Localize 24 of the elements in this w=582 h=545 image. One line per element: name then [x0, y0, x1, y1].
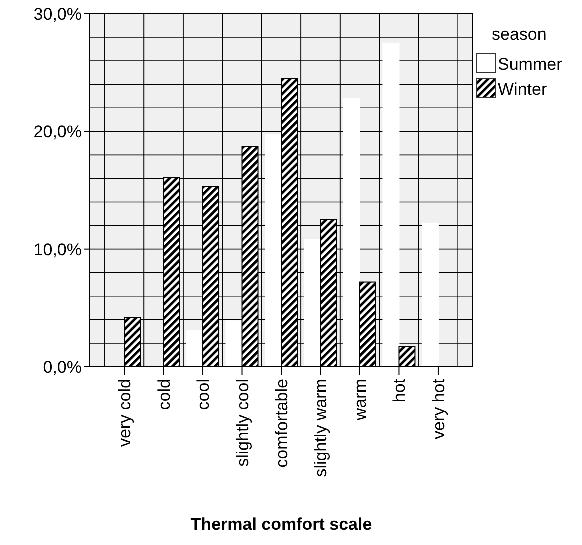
- bar: [343, 98, 360, 368]
- legend-label: Winter: [498, 80, 548, 99]
- bar: [382, 42, 400, 368]
- legend-title: season: [492, 25, 547, 44]
- bar: [304, 239, 322, 368]
- x-tick-label: cold: [154, 379, 174, 410]
- x-tick-label: slightly cool: [233, 379, 252, 467]
- y-tick-label: 30,0%: [34, 4, 82, 24]
- x-tick-label: hot: [390, 378, 410, 403]
- legend-label: Summer: [498, 55, 563, 74]
- x-tick-label: slightly warm: [312, 379, 331, 478]
- bar: [186, 330, 204, 368]
- y-tick-label: 20,0%: [34, 122, 82, 142]
- y-tick-label: 0,0%: [43, 358, 82, 377]
- x-axis-title: Thermal comfort scale: [190, 515, 372, 534]
- bar: [422, 222, 439, 368]
- bar: [265, 134, 282, 368]
- y-tick-label: 10,0%: [34, 240, 82, 260]
- x-tick-label: comfortable: [272, 379, 292, 468]
- x-tick-label: very cold: [116, 379, 135, 448]
- x-tick-label: warm: [350, 379, 370, 422]
- x-tick-label: very hot: [429, 378, 448, 440]
- bar: [226, 320, 243, 368]
- x-tick-label: cool: [194, 379, 214, 410]
